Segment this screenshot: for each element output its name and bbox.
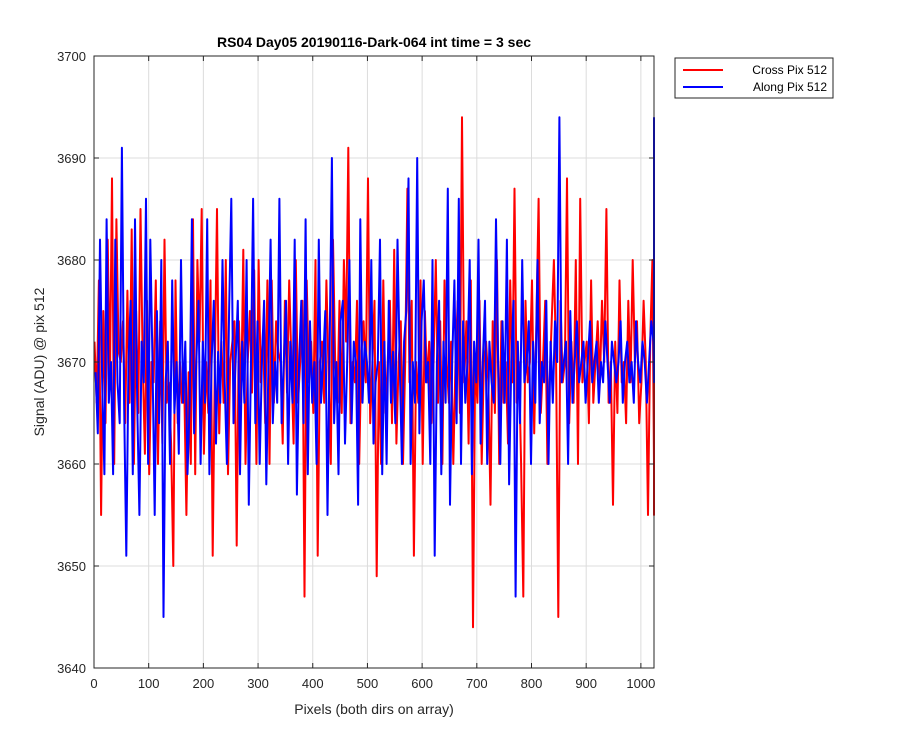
series-layer (93, 116, 655, 629)
y-tick-label: 3680 (57, 253, 86, 268)
x-tick-label: 1000 (626, 676, 655, 691)
x-tick-label: 0 (90, 676, 97, 691)
chart-title: RS04 Day05 20190116-Dark-064 int time = … (217, 34, 531, 50)
x-axis-label: Pixels (both dirs on array) (294, 701, 454, 717)
x-tick-label: 300 (247, 676, 269, 691)
legend-entry-label: Cross Pix 512 (752, 63, 827, 77)
legend: Cross Pix 512 Along Pix 512 (674, 57, 834, 99)
x-tick-label: 200 (193, 676, 215, 691)
y-tick-label: 3700 (57, 49, 86, 64)
y-axis-label: Signal (ADU) @ pix 512 (31, 287, 47, 436)
x-tick-label: 600 (411, 676, 433, 691)
legend-box (674, 57, 834, 99)
y-tick-label: 3650 (57, 559, 86, 574)
x-tick-label: 900 (575, 676, 597, 691)
x-tick-label: 800 (521, 676, 543, 691)
axis-ticks: 0 100 200 300 400 500 600 700 800 900 1000 3640 3650… (57, 49, 655, 691)
x-tick-label: 400 (302, 676, 324, 691)
y-tick-label: 3690 (57, 151, 86, 166)
x-tick-label: 700 (466, 676, 488, 691)
x-tick-label: 500 (357, 676, 379, 691)
y-tick-label: 3670 (57, 355, 86, 370)
y-tick-label: 3660 (57, 457, 86, 472)
y-tick-label: 3640 (57, 661, 86, 676)
x-tick-label: 100 (138, 676, 160, 691)
legend-entry-label: Along Pix 512 (753, 80, 827, 94)
series-line-along-pix-512 (94, 116, 655, 618)
